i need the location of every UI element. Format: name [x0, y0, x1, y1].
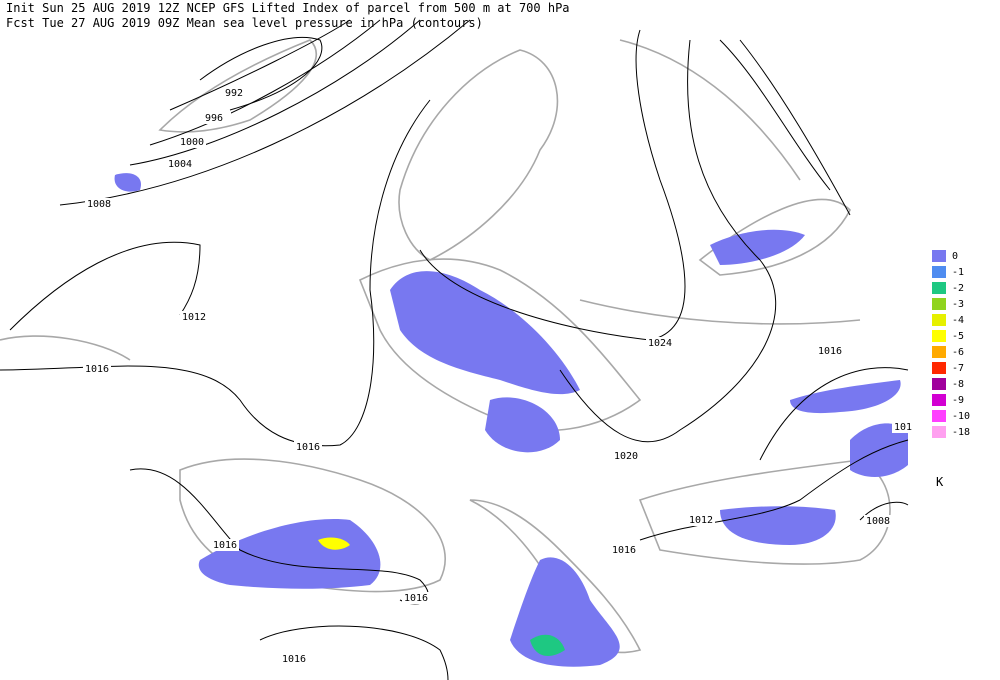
legend-label: -2 — [952, 283, 964, 294]
contour-label-bg — [211, 539, 239, 551]
legend-swatch — [932, 410, 946, 422]
contour-label: 1024 — [648, 338, 672, 349]
legend-swatch — [932, 330, 946, 342]
legend-swatch — [932, 266, 946, 278]
contour-label-bg — [612, 450, 640, 462]
contour-label: 1016 — [404, 593, 428, 604]
header-line: Fcst Tue 27 AUG 2019 09Z Mean sea level … — [6, 16, 483, 30]
contour-label: 1016 — [213, 540, 237, 551]
contour-label-bg — [223, 87, 251, 99]
contour-label-bg — [180, 311, 208, 323]
contour-label: 1008 — [866, 516, 890, 527]
contour-label-bg — [402, 592, 430, 604]
contour-label: 1016 — [296, 442, 320, 453]
lifted-index-areas — [114, 173, 908, 667]
legend-swatch — [932, 250, 946, 262]
contour-label: 996 — [205, 113, 223, 124]
legend-unit: K — [936, 475, 944, 489]
contour-label: 1020 — [614, 451, 638, 462]
legend-label: -9 — [952, 395, 964, 406]
contour-label-bg — [85, 198, 113, 210]
legend-swatch — [932, 362, 946, 374]
contour-label-bg — [280, 653, 308, 665]
legend-swatch — [932, 282, 946, 294]
contour-label: 1016 — [612, 545, 636, 556]
legend-label: -6 — [952, 347, 964, 358]
contour-label-bg — [294, 441, 322, 453]
contour-label-bg — [646, 337, 674, 349]
contour-label-bg — [166, 158, 194, 170]
legend-label: -7 — [952, 363, 964, 374]
contour-label: 1004 — [168, 159, 192, 170]
legend-label: -1 — [952, 267, 964, 278]
legend-label: -3 — [952, 299, 964, 310]
contour-label-bg — [816, 345, 844, 357]
legend-label: -10 — [952, 411, 970, 422]
contour-label-bg — [687, 514, 715, 526]
legend-swatch — [932, 378, 946, 390]
legend-label: -8 — [952, 379, 964, 390]
contour-label-bg — [892, 421, 920, 433]
contour-label: 1016 — [282, 654, 306, 665]
contour-label: 1012 — [689, 515, 713, 526]
legend-label: -4 — [952, 315, 964, 326]
legend-swatch — [932, 298, 946, 310]
header-line: Init Sun 25 AUG 2019 12Z NCEP GFS Lifted… — [6, 1, 570, 15]
contour-label-bg — [178, 136, 206, 148]
legend-label: 0 — [952, 251, 958, 262]
legend-swatch — [932, 426, 946, 438]
contour-label: 1016 — [818, 346, 842, 357]
contour-label-bg — [610, 544, 638, 556]
contour-label: 1008 — [87, 199, 111, 210]
legend-swatch — [932, 314, 946, 326]
contour-label-bg — [864, 515, 892, 527]
legend-swatch — [932, 394, 946, 406]
contour-label-bg — [83, 363, 111, 375]
contour-label: 1000 — [180, 137, 204, 148]
contour-label: 101 — [894, 422, 912, 433]
contour-label-bg — [203, 112, 231, 124]
legend-swatch — [932, 346, 946, 358]
legend-label: -5 — [952, 331, 964, 342]
legend-label: -18 — [952, 427, 970, 438]
contour-label: 1012 — [182, 312, 206, 323]
contour-label: 992 — [225, 88, 243, 99]
contour-label: 1016 — [85, 364, 109, 375]
